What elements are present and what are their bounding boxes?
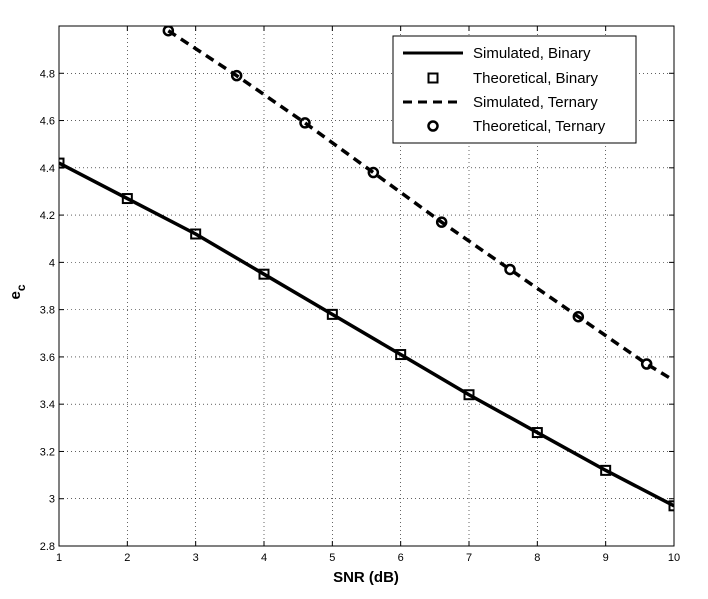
x-tick-label: 6 [398, 552, 404, 564]
plot-frame [58, 25, 675, 547]
point-theoretical-ternary [504, 263, 516, 276]
legend: Simulated, Binary Theoretical, Binary Si… [392, 35, 637, 144]
axis-ticks [58, 26, 675, 547]
legend-swatch-theoretical-ternary [427, 120, 439, 132]
y-axis-title: ec [7, 284, 28, 299]
y-tick-label: 4.2 [40, 210, 55, 222]
point-theoretical-binary [531, 427, 543, 439]
point-theoretical-binary [326, 308, 338, 320]
y-tick-label: 4.4 [40, 163, 55, 175]
y-tick-labels: 2.8 3 3.2 3.4 3.6 3.8 4 4.2 4.4 4.6 4.8 [40, 68, 55, 553]
point-theoretical-ternary [230, 69, 243, 82]
point-theoretical-ternary [299, 117, 311, 129]
y-tick-label: 3.6 [40, 352, 55, 364]
legend-label-theoretical-binary: Theoretical, Binary [473, 70, 599, 87]
y-tick-label: 4.8 [40, 68, 55, 80]
point-theoretical-binary [463, 389, 475, 401]
x-tick-label: 4 [261, 552, 267, 564]
point-theoretical-binary [190, 228, 202, 240]
point-theoretical-ternary [572, 310, 585, 323]
series-line-simulated-ternary [167, 29, 674, 383]
x-tick-label: 2 [124, 552, 130, 564]
y-tick-label: 2.8 [40, 541, 55, 553]
point-theoretical-binary [121, 193, 133, 205]
y-tick-label: 3.4 [40, 399, 55, 411]
point-theoretical-ternary [435, 216, 448, 228]
x-tick-label: 3 [193, 552, 199, 564]
x-tick-label: 7 [466, 552, 472, 564]
point-theoretical-ternary [367, 166, 380, 179]
legend-label-simulated-binary: Simulated, Binary [473, 45, 591, 62]
legend-label-theoretical-ternary: Theoretical, Ternary [473, 118, 606, 135]
y-tick-label: 3 [49, 494, 55, 506]
point-theoretical-ternary [640, 358, 653, 370]
point-theoretical-binary [395, 349, 407, 361]
y-axis-title-subscript: c [14, 284, 28, 291]
x-tick-label: 1 [56, 552, 62, 564]
y-tick-label: 3.2 [40, 446, 55, 458]
point-theoretical-ternary [162, 26, 175, 37]
y-tick-label: 4.6 [40, 116, 55, 128]
y-tick-label: 4 [49, 257, 55, 269]
legend-swatch-theoretical-binary [427, 72, 439, 84]
legend-label-simulated-ternary: Simulated, Ternary [473, 94, 598, 111]
x-tick-label: 5 [329, 552, 335, 564]
x-tick-labels: 1 2 3 4 5 6 7 8 9 10 [56, 552, 680, 564]
point-theoretical-binary [59, 157, 65, 169]
series-line-simulated-binary [59, 161, 674, 508]
point-theoretical-binary [258, 268, 270, 280]
point-theoretical-binary [600, 464, 612, 476]
point-theoretical-binary [668, 500, 674, 512]
x-tick-label: 9 [603, 552, 609, 564]
series-layer [59, 26, 674, 512]
x-tick-label: 8 [534, 552, 540, 564]
x-axis-title: SNR (dB) [333, 569, 399, 586]
y-tick-label: 3.8 [40, 305, 55, 317]
x-tick-label: 10 [668, 552, 680, 564]
y-axis-title-main: e [7, 291, 24, 299]
